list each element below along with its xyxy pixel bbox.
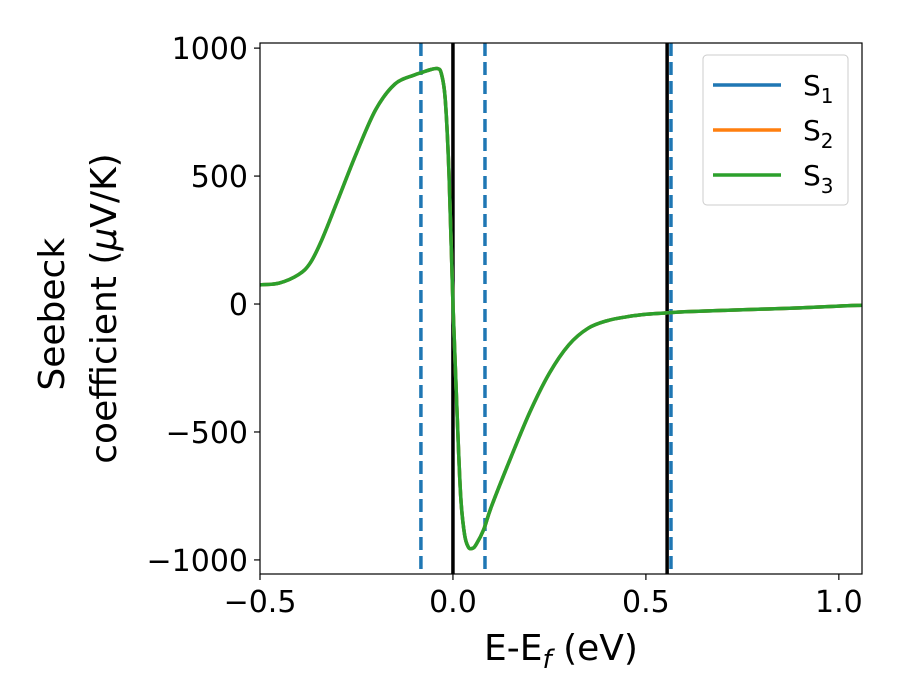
x-tick-label-3: 1.0 — [815, 585, 863, 620]
legend-label-s3: S3 — [803, 159, 834, 198]
series-line-s3 — [260, 66, 862, 551]
y-axis-label: Seebeck coefficient (μV/K) — [32, 153, 125, 463]
legend-label-s1: S1 — [803, 69, 834, 108]
x-tick-label-1: 0.0 — [429, 585, 477, 620]
y-tick-label-0: 1000 — [172, 32, 248, 67]
y-tick-label-4: −1000 — [147, 544, 248, 579]
y-tick-label-3: −500 — [166, 416, 248, 451]
y-tick-label-1: 500 — [191, 160, 248, 195]
y-tick-label-2: 0 — [229, 288, 248, 323]
legend: S1 S2 S3 — [702, 54, 849, 206]
legend-label-s2: S2 — [803, 114, 834, 153]
x-axis-label: E-Ef (eV) — [484, 628, 638, 675]
x-tick-label-2: 0.5 — [622, 585, 670, 620]
x-tick-label-0: −0.5 — [224, 585, 297, 620]
plot-frame — [259, 42, 863, 575]
